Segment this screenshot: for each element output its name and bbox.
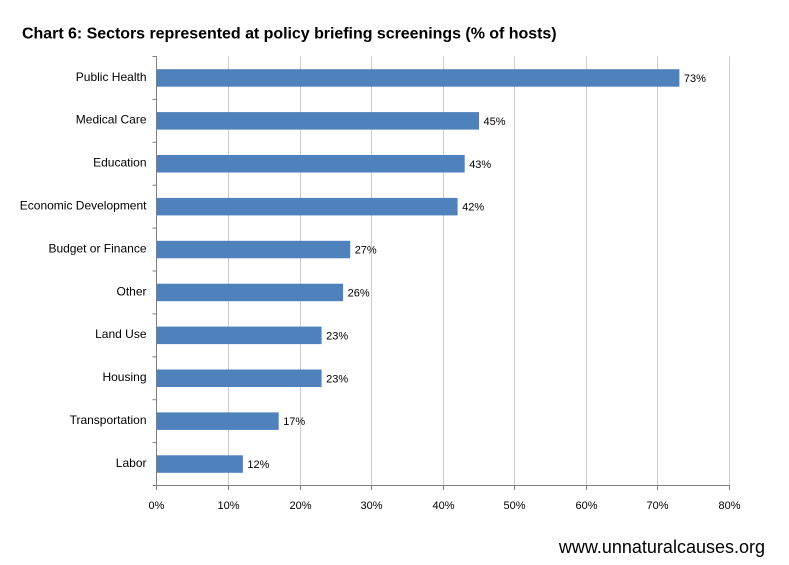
svg-text:Economic Development: Economic Development [20, 199, 147, 213]
svg-text:www.unnaturalcauses.org: www.unnaturalcauses.org [558, 537, 765, 557]
svg-text:43%: 43% [469, 159, 491, 171]
svg-text:Education: Education [93, 156, 146, 170]
svg-text:0%: 0% [149, 500, 165, 512]
svg-text:70%: 70% [646, 500, 668, 512]
svg-text:17%: 17% [283, 416, 305, 428]
svg-text:30%: 30% [360, 500, 382, 512]
svg-text:Budget or Finance: Budget or Finance [48, 241, 146, 255]
svg-text:40%: 40% [432, 500, 454, 512]
svg-text:Transportation: Transportation [70, 413, 147, 427]
svg-text:Land Use: Land Use [95, 327, 147, 341]
svg-text:80%: 80% [718, 500, 740, 512]
svg-text:26%: 26% [348, 288, 370, 300]
svg-text:45%: 45% [484, 116, 506, 128]
svg-text:Other: Other [116, 284, 146, 298]
svg-text:Labor: Labor [116, 456, 147, 470]
svg-text:Housing: Housing [102, 370, 146, 384]
svg-text:10%: 10% [217, 500, 239, 512]
svg-text:12%: 12% [247, 459, 269, 471]
svg-text:50%: 50% [503, 500, 525, 512]
svg-text:Public Health: Public Health [76, 70, 147, 84]
svg-text:73%: 73% [684, 73, 706, 85]
svg-text:Medical Care: Medical Care [76, 113, 147, 127]
svg-text:20%: 20% [289, 500, 311, 512]
svg-text:23%: 23% [326, 373, 348, 385]
svg-text:27%: 27% [355, 245, 377, 257]
svg-text:23%: 23% [326, 330, 348, 342]
svg-text:42%: 42% [462, 202, 484, 214]
svg-text:60%: 60% [575, 500, 597, 512]
svg-text:Chart 6: Sectors represented a: Chart 6: Sectors represented at policy b… [22, 26, 557, 43]
